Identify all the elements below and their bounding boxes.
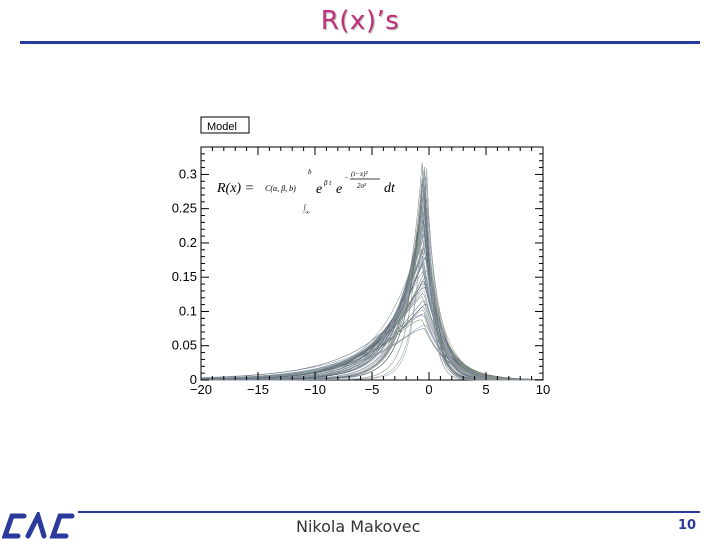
model-curve — [201, 233, 543, 381]
title-divider — [20, 41, 700, 44]
y-tick-label: 0.2 — [179, 235, 197, 250]
model-curve — [200, 286, 544, 380]
formula-upper-limit: b — [308, 168, 312, 176]
formula-exp2-sign: − — [344, 174, 349, 182]
axis-ticks — [200, 146, 544, 381]
x-tick-label: 0 — [425, 382, 432, 397]
model-curve — [201, 198, 543, 381]
formula: R(x) = C(α, β, b) b ∫ −∞ e β t e − (t−x)… — [216, 168, 396, 216]
x-tick-label: −15 — [247, 382, 269, 397]
y-tick-label: 0.1 — [179, 303, 197, 318]
x-tick-label: −20 — [190, 382, 212, 397]
slide-title: R(x)’s — [320, 6, 400, 36]
y-tick-label: 0.25 — [172, 201, 197, 216]
formula-coef: C(α, β, b) — [265, 184, 296, 193]
formula-exp2-den: 2σ² — [357, 182, 367, 190]
model-curve — [201, 261, 544, 381]
formula-exp2-num: (t−x)² — [351, 170, 368, 178]
formula-lower-limit: −∞ — [302, 210, 310, 216]
formula-e2: e — [336, 182, 342, 197]
model-curve — [200, 262, 543, 381]
y-tick-label: 0.05 — [172, 338, 197, 353]
x-tick-label: −10 — [304, 382, 326, 397]
formula-integral: ∫ — [303, 203, 307, 211]
model-curve — [200, 246, 543, 381]
x-tick-label: 10 — [536, 382, 550, 397]
page-number: 10 — [678, 518, 697, 533]
y-tick-label: 0.15 — [172, 269, 197, 284]
model-curve — [201, 211, 543, 381]
legend-box: Model — [200, 116, 250, 134]
formula-exp1: β t — [323, 179, 332, 187]
model-curve — [201, 226, 543, 381]
author-name: Nikola Makovec — [296, 517, 421, 536]
y-tick-labels: 0 0.05 0.1 0.15 0.2 0.25 0.3 — [172, 166, 197, 387]
legend-label: Model — [207, 121, 237, 133]
y-tick-label: 0 — [190, 372, 197, 387]
footer-divider — [78, 511, 700, 513]
model-curve — [200, 276, 543, 381]
model-curve — [200, 257, 543, 381]
model-curve — [200, 255, 543, 381]
model-curve — [201, 232, 543, 381]
x-tick-label: −5 — [365, 382, 380, 397]
formula-lhs: R(x) = — [216, 181, 254, 196]
formula-e1: e — [316, 182, 322, 197]
rx-chart: Model −20 −15 −10 −5 0 5 10 0 0.05 0.1 0.15 0.2 0.2… — [172, 116, 550, 397]
y-tick-label: 0.3 — [179, 166, 197, 181]
cac-logo — [2, 512, 75, 539]
formula-dt: dt — [384, 181, 396, 196]
model-curve — [201, 233, 543, 381]
model-curve — [201, 236, 543, 381]
x-tick-label: 5 — [482, 382, 489, 397]
x-tick-labels: −20 −15 −10 −5 0 5 10 — [190, 382, 550, 397]
model-curve — [201, 207, 543, 381]
